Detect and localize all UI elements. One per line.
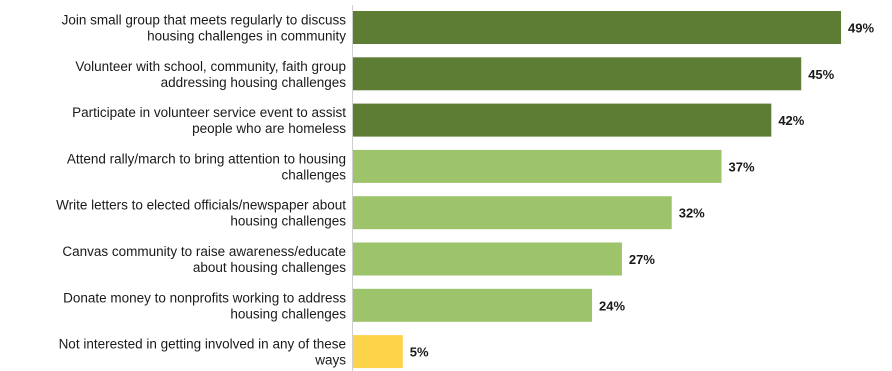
value-label-5: 27% [629, 252, 655, 267]
value-label-2: 42% [778, 113, 804, 128]
value-label-6: 24% [599, 298, 625, 313]
value-label-1: 45% [808, 67, 834, 82]
value-label-3: 37% [729, 159, 755, 174]
category-label-3: Attend rally/march to bring attention to… [67, 151, 346, 182]
category-label-0: Join small group that meets regularly to… [62, 13, 347, 44]
value-labels-layer: 49% 45% 42% 37% 32% 27% 24% 5% [410, 21, 875, 360]
bar-5 [353, 242, 622, 276]
category-label-7: Not interested in getting involved in an… [59, 337, 347, 368]
bar-1 [353, 57, 802, 91]
category-label-5: Canvas community to raise awareness/educ… [62, 244, 346, 275]
category-label-4: Write letters to elected officials/newsp… [56, 198, 346, 229]
category-labels-layer: Join small group that meets regularly to… [56, 13, 346, 368]
bar-4 [353, 196, 672, 230]
bar-2 [353, 103, 772, 137]
bar-6 [353, 288, 593, 322]
bar-0 [353, 11, 842, 44]
category-label-2: Participate in volunteer service event t… [72, 105, 346, 136]
value-label-0: 49% [848, 21, 874, 36]
bar-3 [353, 149, 722, 183]
category-label-1: Volunteer with school, community, faith … [75, 59, 346, 90]
bars-layer [353, 11, 842, 369]
value-label-7: 5% [410, 345, 429, 360]
category-label-6: Donate money to nonprofits working to ad… [63, 290, 346, 321]
bar-7 [353, 335, 403, 369]
value-label-4: 32% [679, 206, 705, 221]
